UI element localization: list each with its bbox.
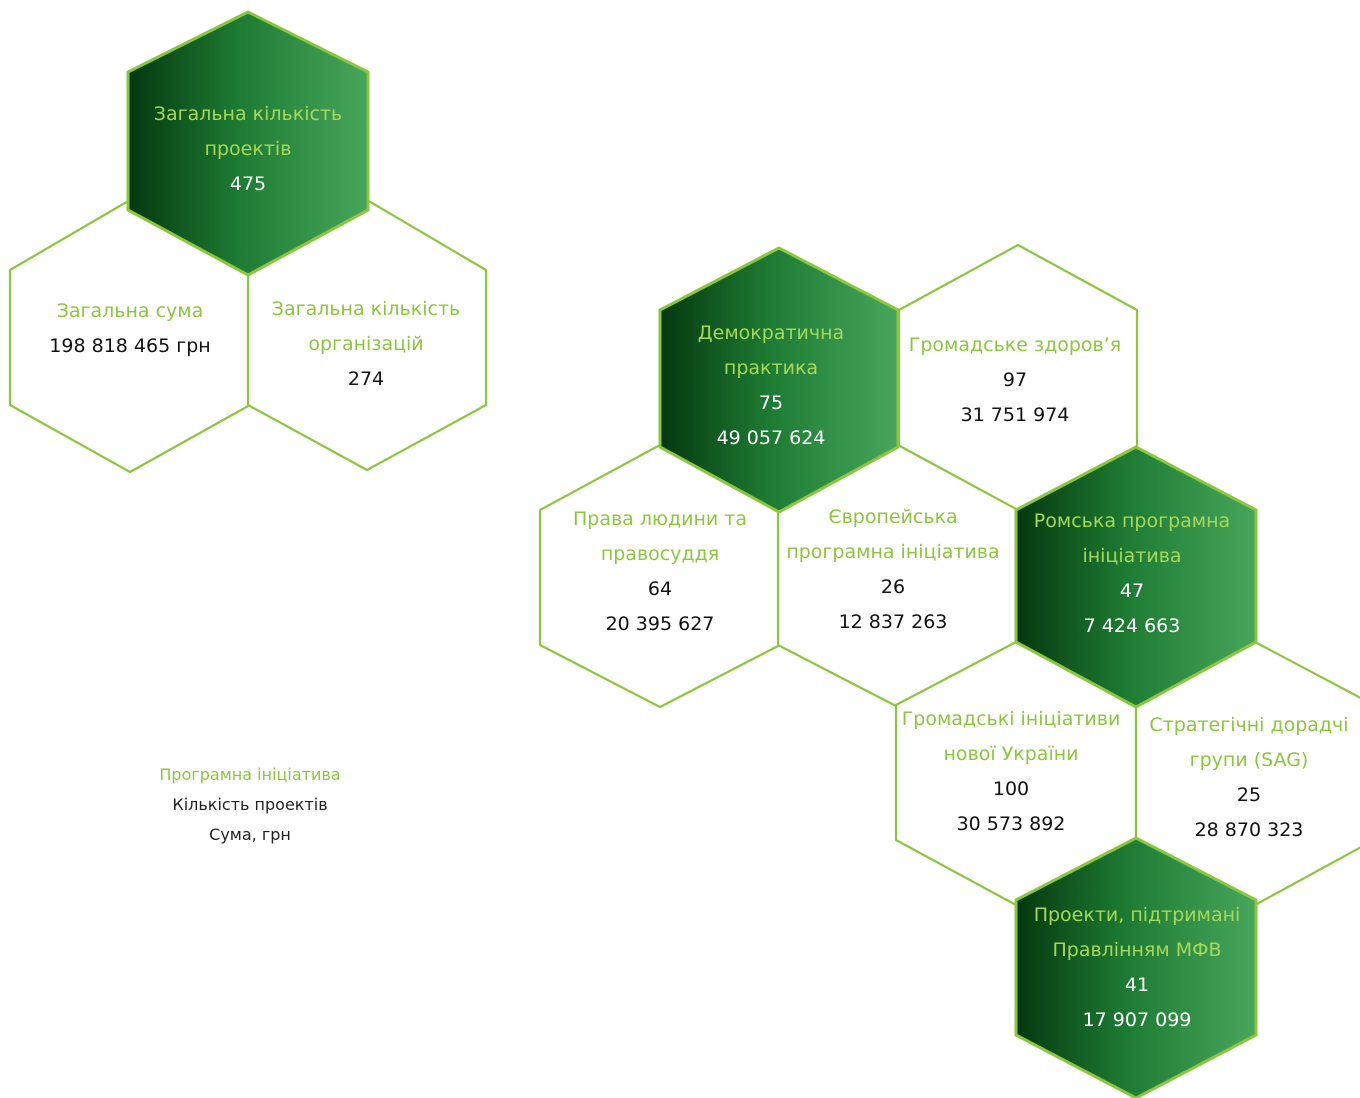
hex-total-sum: Загальна сума 198 818 465 грн (10, 294, 250, 364)
roma-sum: 7 424 663 (1083, 615, 1181, 637)
board-count: 41 (1124, 974, 1150, 996)
hex-sag: Стратегічні дорадчі групи (SAG) 25 28 87… (1138, 708, 1360, 848)
democratic-title: Демократична практика (697, 322, 845, 379)
democratic-sum: 49 057 624 (716, 427, 826, 449)
new-ukraine-sum: 30 573 892 (956, 813, 1066, 835)
legend-sum-label: Сума, грн (209, 825, 291, 844)
hex-shape-board (1014, 836, 1258, 1098)
hex-democratic-practice: Демократична практика 75 49 057 624 (666, 316, 876, 456)
european-sum: 12 837 263 (838, 611, 948, 633)
board-sum: 17 907 099 (1082, 1009, 1192, 1031)
new-ukraine-count: 100 (992, 778, 1030, 800)
hex-shape-democratic (658, 246, 900, 514)
health-count: 97 (1002, 369, 1028, 391)
democratic-count: 75 (758, 392, 784, 414)
hex-total-projects: Загальна кількість проектів 475 (128, 97, 368, 202)
european-count: 26 (880, 576, 906, 598)
board-title: Проекти, підтримані Правлінням МФВ (1033, 904, 1241, 961)
total-projects-value: 475 (229, 173, 267, 195)
legend: Програмна ініціатива Кількість проектів … (100, 760, 400, 850)
hex-new-ukraine: Громадські ініціативи нової України 100 … (898, 702, 1124, 842)
sag-sum: 28 870 323 (1194, 819, 1304, 841)
human-rights-sum: 20 395 627 (605, 613, 715, 635)
hex-total-orgs: Загальна кількість організацій 274 (248, 292, 484, 397)
hex-european-initiative: Європейська програмна ініціатива 26 12 8… (778, 500, 1008, 640)
new-ukraine-title: Громадські ініціативи нової України (901, 708, 1121, 765)
human-rights-count: 64 (647, 578, 673, 600)
health-title: Громадське здоров’я (908, 334, 1122, 356)
human-rights-title: Права людини та правосуддя (572, 508, 747, 565)
hex-roma-initiative: Ромська програмна ініціатива 47 7 424 66… (1014, 504, 1250, 644)
hex-public-health: Громадське здоров’я 97 31 751 974 (899, 328, 1131, 433)
roma-count: 47 (1119, 580, 1145, 602)
total-orgs-title: Загальна кількість організацій (271, 298, 461, 355)
hex-shape-roma (1014, 445, 1258, 709)
legend-count-label: Кількість проектів (172, 795, 328, 814)
sag-count: 25 (1236, 784, 1262, 806)
total-projects-title: Загальна кількість проектів (153, 103, 343, 160)
total-sum-value: 198 818 465 грн (49, 335, 211, 357)
legend-title: Програмна ініціатива (159, 765, 341, 784)
total-orgs-value: 274 (347, 368, 385, 390)
hex-board-projects: Проекти, підтримані Правлінням МФВ 41 17… (1014, 898, 1260, 1038)
roma-title: Ромська програмна ініціатива (1033, 510, 1231, 567)
hex-shape-total-projects (126, 10, 370, 277)
european-title: Європейська програмна ініціатива (786, 506, 1000, 563)
health-sum: 31 751 974 (960, 404, 1070, 426)
total-sum-title: Загальна сума (56, 300, 204, 322)
hex-human-rights: Права людини та правосуддя 64 20 395 627 (560, 502, 760, 642)
sag-title: Стратегічні дорадчі групи (SAG) (1149, 714, 1349, 771)
